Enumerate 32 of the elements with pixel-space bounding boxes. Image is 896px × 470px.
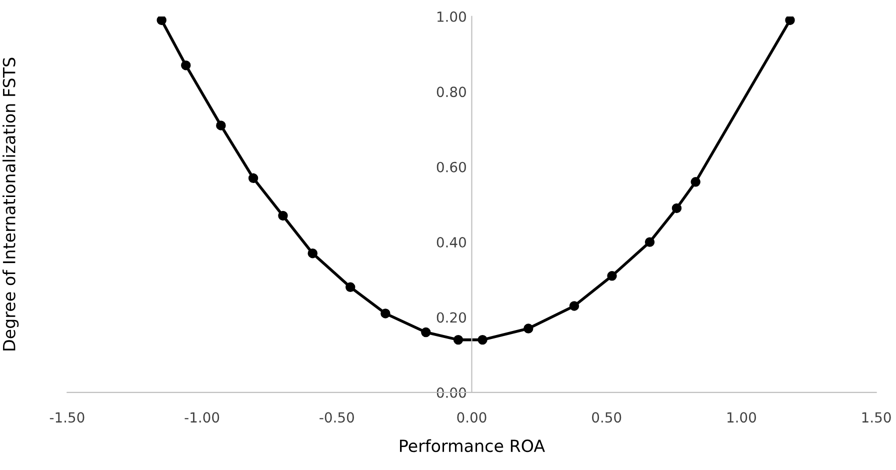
point	[785, 16, 795, 26]
x-tick-label: 1.00	[728, 412, 756, 423]
y-tick-label: 0.20	[436, 312, 466, 323]
y-axis-title: Degree of Internationalization FSTS	[2, 58, 19, 350]
point	[644, 237, 655, 247]
point	[478, 334, 488, 345]
point	[308, 248, 318, 258]
x-tick-label: 0.50	[592, 412, 622, 423]
x-tick-label: -0.50	[320, 412, 354, 423]
point	[569, 301, 580, 311]
point	[346, 282, 356, 292]
point	[672, 203, 682, 214]
point	[690, 177, 700, 187]
point	[453, 334, 464, 345]
point	[156, 16, 166, 26]
y-tick-label: 0.40	[436, 237, 466, 248]
point	[248, 173, 258, 183]
point	[216, 120, 226, 130]
point	[524, 324, 534, 334]
x-tick-label: -1.00	[184, 412, 220, 423]
point	[278, 210, 288, 221]
x-axis-title: Performance ROA	[400, 439, 545, 452]
point	[380, 308, 390, 318]
point	[421, 327, 431, 338]
y-tick-label: 0.80	[436, 86, 466, 98]
x-tick-label: -1.50	[50, 412, 84, 423]
y-tick-label: 1.00	[437, 11, 466, 22]
x-tick-label: 1.50	[862, 412, 891, 423]
point	[181, 60, 191, 70]
point	[607, 271, 617, 281]
y-tick-label: 0.60	[436, 162, 466, 172]
x-tick-label: 0.00	[457, 412, 486, 423]
